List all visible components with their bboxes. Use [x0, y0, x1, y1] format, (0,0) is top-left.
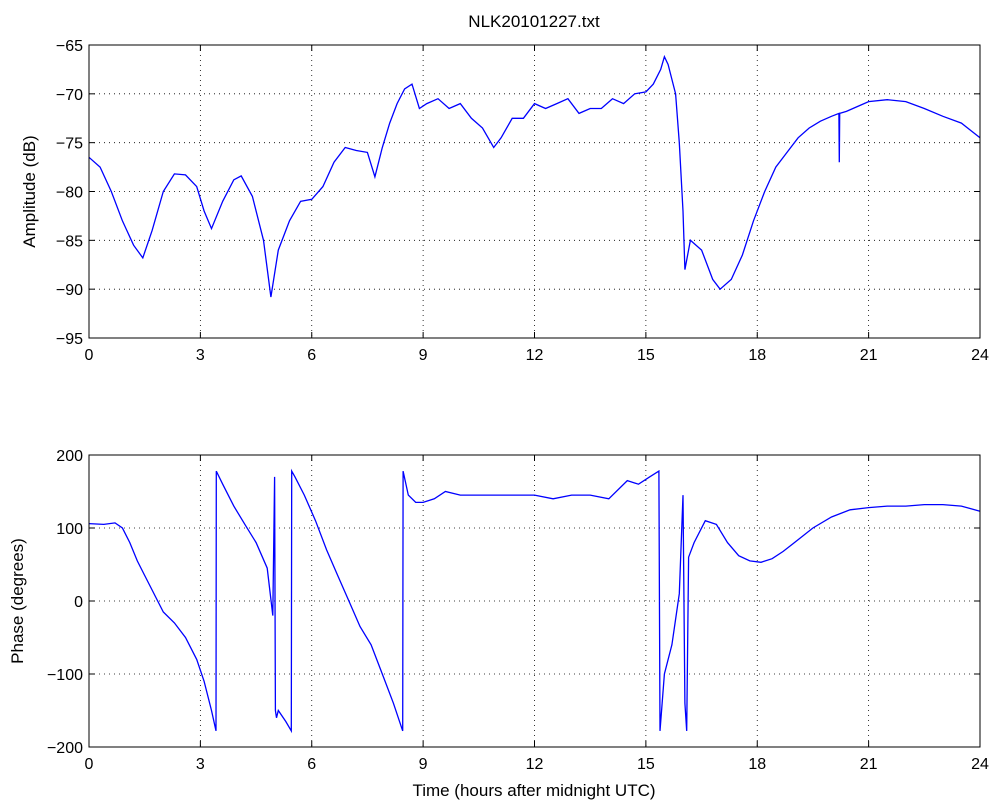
phase-x-tick-label: 12: [526, 756, 544, 773]
amplitude-y-tick-label: −95: [56, 331, 83, 348]
phase-series-line: [88, 468, 981, 734]
amplitude-x-tick-label: 15: [637, 347, 655, 364]
amplitude-x-tick-label: 24: [971, 347, 989, 364]
amplitude-y-tick-label: −90: [56, 282, 83, 299]
amplitude-x-tick-label: 21: [860, 347, 878, 364]
phase-x-tick-label: 24: [971, 756, 989, 773]
phase-x-tick-label: 21: [860, 756, 878, 773]
phase-x-tick-label: 9: [419, 756, 428, 773]
amplitude-chart: 0 3 6 9 12 15 18 21 24 −95 −90 −85 −80 −75 −70 −65 Ampl…: [20, 38, 989, 364]
amplitude-y-tick-label: −80: [56, 185, 83, 202]
amplitude-y-tick-label: −65: [56, 38, 83, 55]
phase-grid: [89, 455, 980, 747]
phase-chart: 0 3 6 9 12 15 18 21 24 −200 −100 0 100 200 Phase (deg…: [8, 448, 989, 800]
phase-y-tick-label: −100: [47, 667, 83, 684]
amplitude-y-tick-label: −70: [56, 87, 83, 104]
amplitude-chart-title: NLK20101227.txt: [468, 12, 600, 31]
phase-x-tick-label: 6: [307, 756, 316, 773]
amplitude-ticks: 0 3 6 9 12 15 18 21 24 −95 −90 −85 −80 −75 −70 −65: [56, 38, 989, 364]
amplitude-series-line: [88, 54, 981, 298]
phase-x-tick-label: 3: [196, 756, 205, 773]
amplitude-x-tick-label: 0: [85, 347, 94, 364]
phase-y-tick-label: 200: [56, 448, 83, 465]
amplitude-x-tick-label: 3: [196, 347, 205, 364]
phase-y-axis-label: Phase (degrees): [8, 538, 27, 664]
amplitude-y-axis-label: Amplitude (dB): [20, 135, 39, 247]
phase-x-tick-label: 15: [637, 756, 655, 773]
phase-y-tick-label: 100: [56, 521, 83, 538]
phase-x-tick-label: 18: [748, 756, 766, 773]
phase-x-axis-label: Time (hours after midnight UTC): [412, 781, 655, 800]
amplitude-x-tick-label: 6: [307, 347, 316, 364]
amplitude-grid: [89, 45, 980, 338]
phase-y-tick-label: −200: [47, 740, 83, 757]
phase-y-tick-label: 0: [74, 594, 83, 611]
amplitude-y-tick-label: −85: [56, 233, 83, 250]
amplitude-x-tick-label: 9: [419, 347, 428, 364]
amplitude-x-tick-label: 18: [748, 347, 766, 364]
amplitude-x-tick-label: 12: [526, 347, 544, 364]
phase-x-tick-label: 0: [85, 756, 94, 773]
phase-ticks: 0 3 6 9 12 15 18 21 24 −200 −100 0 100 200: [47, 448, 989, 773]
amplitude-y-tick-label: −75: [56, 136, 83, 153]
